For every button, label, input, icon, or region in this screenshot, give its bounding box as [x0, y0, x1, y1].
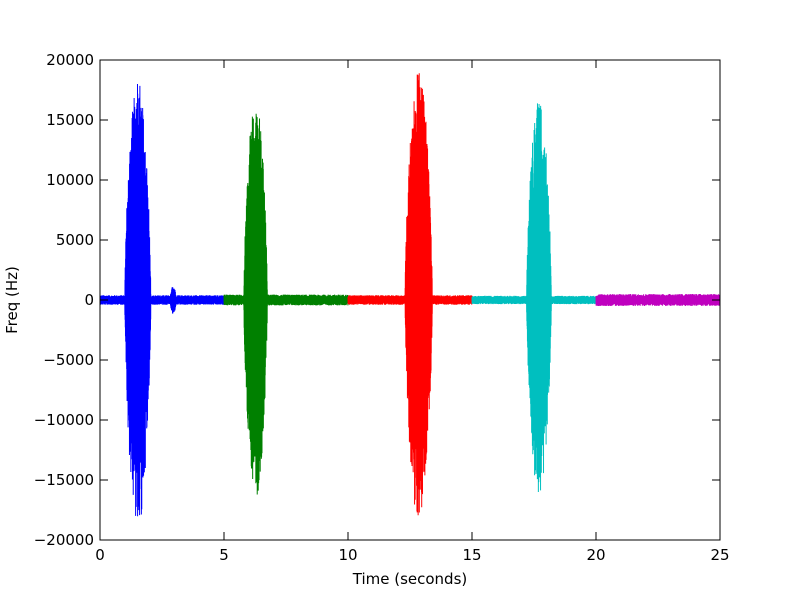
y-tick-label: 5000 [56, 231, 94, 249]
x-tick-label: 20 [586, 546, 605, 564]
x-tick-label: 0 [95, 546, 105, 564]
y-tick-label: 15000 [46, 111, 94, 129]
x-tick-label: 25 [710, 546, 729, 564]
y-tick-label: 20000 [46, 51, 94, 69]
x-axis-label: Time (seconds) [352, 570, 468, 588]
x-tick-label: 5 [219, 546, 229, 564]
y-tick-label: 0 [84, 291, 94, 309]
series-0-line [99, 83, 225, 517]
y-tick-label: 10000 [46, 171, 94, 189]
series-4-line [595, 294, 721, 307]
series-2-line [347, 73, 473, 516]
x-tick-label: 15 [462, 546, 481, 564]
x-tick-label: 10 [338, 546, 357, 564]
y-tick-label: −15000 [34, 471, 94, 489]
tick-layer: 0 5 10 15 20 25 −20000 −15000 −10000 −5000 0 5000 10… [34, 51, 730, 564]
y-tick-label: −10000 [34, 411, 94, 429]
y-tick-label: −5000 [43, 351, 94, 369]
y-tick-label: −20000 [34, 531, 94, 549]
series-1-line [223, 113, 349, 495]
series-3-line [471, 103, 597, 493]
y-axis-label: Freq (Hz) [3, 266, 21, 334]
series-layer [99, 73, 721, 517]
